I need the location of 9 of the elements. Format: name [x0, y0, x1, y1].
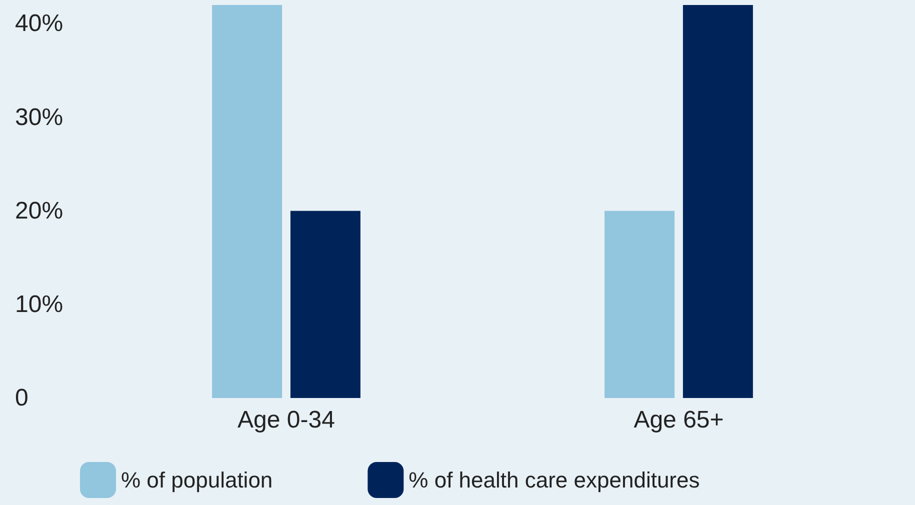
legend-label: % of health care expenditures: [408, 468, 700, 492]
y-tick-label: 0: [15, 384, 28, 412]
y-tick-label: 10%: [15, 290, 64, 318]
y-tick-label: 30%: [15, 104, 64, 131]
y-tick-label: 20%: [15, 197, 64, 224]
y-tick-label: 40%: [15, 10, 64, 38]
x-tick-label: Age 65+: [634, 406, 724, 434]
x-tick-label: Age 0-34: [238, 406, 335, 434]
legend-label: % of population: [121, 468, 273, 492]
